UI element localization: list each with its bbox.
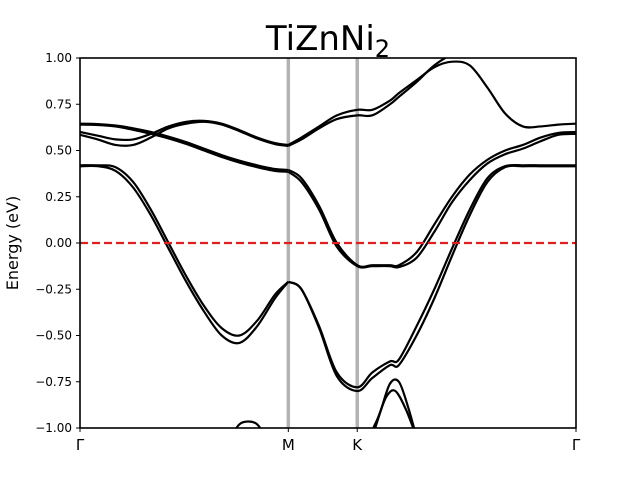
chart-title: TiZnNi2 [265,19,390,63]
y-axis-label: Energy (eV) [3,196,22,290]
band-line-14 [372,389,415,428]
x-tick-label-3: Γ [572,436,581,454]
band-line-3 [80,120,289,147]
y-tick-label-2: −0.50 [35,329,72,343]
y-tick-label-3: −0.25 [35,282,72,296]
band-line-7 [287,58,448,147]
y-tick-label-4: 0.00 [45,236,72,250]
band-line-8 [287,130,576,268]
band-line-5 [80,164,290,345]
band-line-9 [287,132,576,269]
y-ticks: −1.00 −0.75 −0.50 −0.25 0.00 0.25 0.50 0.75 1.00 [35,51,80,435]
y-tick-label-8: 1.00 [45,51,72,65]
bands [80,58,576,428]
chart-title-subscript: 2 [375,35,390,63]
y-tick-label-6: 0.50 [45,144,72,158]
band-line-11 [287,164,576,393]
x-tick-label-1: M [282,436,295,454]
band-line-4 [80,164,290,337]
band-line-1 [80,123,289,173]
y-tick-label-1: −0.75 [35,375,72,389]
y-tick-label-0: −1.00 [35,421,72,435]
x-tick-label-0: Γ [76,436,85,454]
x-tick-label-2: K [352,436,363,454]
y-tick-label-5: 0.25 [45,190,72,204]
y-tick-label-7: 0.75 [45,97,72,111]
